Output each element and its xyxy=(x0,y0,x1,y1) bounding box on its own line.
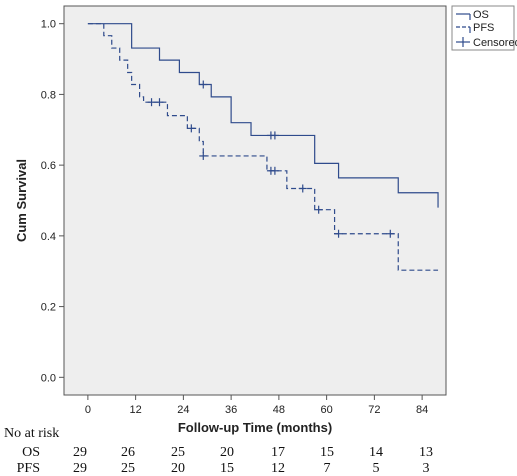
plot-frame xyxy=(63,5,447,396)
plot-area xyxy=(64,6,446,395)
censor-mark-os xyxy=(270,131,279,140)
y-tick-label: 0.8 xyxy=(41,89,56,101)
censor-marks xyxy=(147,80,395,238)
x-axis-title: Follow-up Time (months) xyxy=(178,420,332,435)
x-tick-label: 60 xyxy=(321,404,333,416)
censor-mark-pfs xyxy=(155,98,164,107)
risk-value-pfs: 29 xyxy=(73,461,87,476)
risk-value-pfs: 20 xyxy=(171,461,185,476)
x-tick-label: 48 xyxy=(273,404,285,416)
censor-mark-pfs xyxy=(147,98,156,107)
risk-row-os-label: OS xyxy=(22,445,40,460)
x-tick-label: 84 xyxy=(416,404,428,416)
risk-table-title: No at risk xyxy=(4,426,59,441)
x-tick-label: 12 xyxy=(130,404,142,416)
censor-mark-pfs xyxy=(270,166,279,175)
legend-pfs-label: PFS xyxy=(473,22,494,34)
risk-value-os: 26 xyxy=(121,445,135,460)
risk-value-pfs: 12 xyxy=(271,461,285,476)
risk-value-pfs: 5 xyxy=(373,461,380,476)
censor-mark-pfs xyxy=(386,229,395,238)
series-line-pfs xyxy=(87,23,439,271)
y-tick-label: 0.2 xyxy=(41,302,56,314)
risk-value-os: 15 xyxy=(320,445,334,460)
censor-mark-pfs xyxy=(334,229,343,238)
censor-mark-pfs xyxy=(298,184,307,193)
y-tick-label: 1.0 xyxy=(41,19,56,31)
risk-value-os: 17 xyxy=(271,445,285,460)
x-tick-label: 24 xyxy=(177,404,189,416)
y-axis-title: Cum Survival xyxy=(14,159,29,242)
series-line-os xyxy=(87,23,439,208)
legend-os-label: OS xyxy=(473,9,489,21)
legend: OS PFS Censored xyxy=(451,5,517,51)
legend-censored-label: Censored xyxy=(473,37,517,49)
x-tick-label: 0 xyxy=(85,404,91,416)
censor-mark-os xyxy=(199,80,208,89)
series-layer xyxy=(87,23,439,271)
y-tick-label: 0.0 xyxy=(41,372,56,384)
risk-value-pfs: 3 xyxy=(423,461,430,476)
risk-value-os: 14 xyxy=(369,445,383,460)
y-tick-label: 0.6 xyxy=(41,160,56,172)
censor-mark-pfs xyxy=(199,151,208,160)
legend-box xyxy=(451,5,515,51)
risk-row-pfs-label: PFS xyxy=(17,461,40,476)
risk-value-os: 29 xyxy=(73,445,87,460)
axes: 0.0 0.2 0.4 0.6 0.8 1.0 0 12 24 36 48 60 72 84 xyxy=(41,19,429,416)
x-tick-label: 72 xyxy=(368,404,380,416)
y-tick-label: 0.4 xyxy=(41,231,56,243)
risk-value-os: 20 xyxy=(220,445,234,460)
risk-value-os: 13 xyxy=(419,445,433,460)
x-tick-label: 36 xyxy=(225,404,237,416)
censor-mark-pfs xyxy=(314,205,323,214)
risk-value-pfs: 15 xyxy=(220,461,234,476)
risk-value-pfs: 25 xyxy=(121,461,135,476)
risk-value-pfs: 7 xyxy=(324,461,331,476)
censor-mark-pfs xyxy=(187,124,196,133)
risk-value-os: 25 xyxy=(171,445,185,460)
